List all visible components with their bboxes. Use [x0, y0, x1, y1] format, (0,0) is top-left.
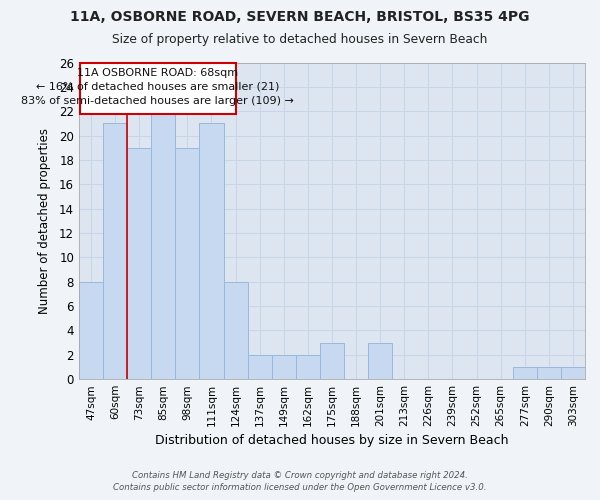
Y-axis label: Number of detached properties: Number of detached properties [38, 128, 51, 314]
Bar [175, 148, 199, 379]
Text: Contains HM Land Registry data © Crown copyright and database right 2024.
Contai: Contains HM Land Registry data © Crown c… [113, 471, 487, 492]
Bar [248, 355, 272, 379]
Bar [272, 355, 296, 379]
Bar [513, 367, 537, 379]
X-axis label: Distribution of detached houses by size in Severn Beach: Distribution of detached houses by size … [155, 434, 509, 448]
Text: 11A, OSBORNE ROAD, SEVERN BEACH, BRISTOL, BS35 4PG: 11A, OSBORNE ROAD, SEVERN BEACH, BRISTOL… [70, 10, 530, 24]
Text: 11A OSBORNE ROAD: 68sqm
← 16% of detached houses are smaller (21)
83% of semi-de: 11A OSBORNE ROAD: 68sqm ← 16% of detache… [22, 68, 294, 106]
Bar [79, 282, 103, 379]
Bar [368, 342, 392, 379]
Bar [103, 124, 127, 379]
Bar [224, 282, 248, 379]
Bar [296, 355, 320, 379]
Bar [151, 111, 175, 379]
Bar [537, 367, 561, 379]
Bar [561, 367, 585, 379]
Text: Size of property relative to detached houses in Severn Beach: Size of property relative to detached ho… [112, 32, 488, 46]
Bar [199, 124, 224, 379]
Bar [127, 148, 151, 379]
FancyBboxPatch shape [80, 62, 236, 114]
Bar [320, 342, 344, 379]
